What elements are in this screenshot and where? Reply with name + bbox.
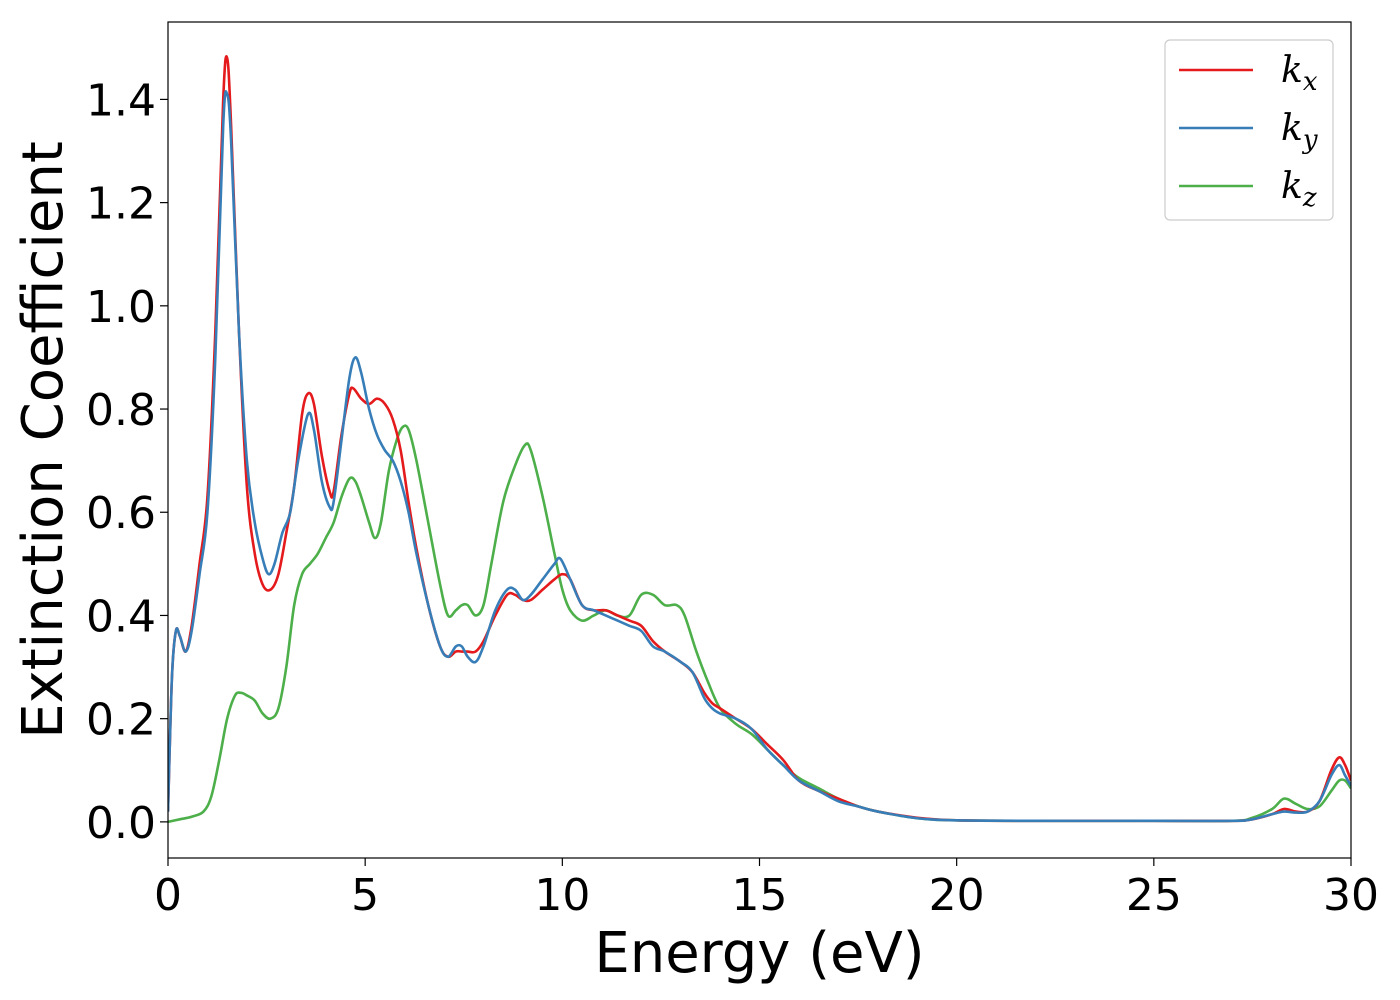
x-tick-label: 20 — [929, 870, 985, 921]
y-tick-label: 0.6 — [86, 488, 156, 539]
x-axis-label: Energy (eV) — [594, 921, 924, 986]
x-tick-label: 30 — [1323, 870, 1379, 921]
y-tick-label: 1.2 — [86, 179, 156, 230]
series-layer — [168, 55, 1351, 824]
y-tick-label: 1.0 — [86, 282, 156, 333]
legend-label: kz — [1281, 166, 1317, 213]
x-tick-label: 15 — [732, 870, 788, 921]
legend-label: kx — [1281, 50, 1318, 97]
y-tick-label: 0.8 — [86, 385, 156, 436]
legend-box — [1164, 39, 1334, 221]
legend: kx ky kz — [1164, 39, 1334, 221]
x-tick-label: 10 — [534, 870, 590, 921]
y-tick-label: 1.4 — [86, 75, 156, 126]
ticks-layer: 0 5 10 15 20 25 30 0.0 0.2 0.4 0.6 0.8 1.0 1.2 1.4 — [86, 75, 1379, 921]
x-tick-label: 5 — [351, 870, 379, 921]
x-tick-label: 0 — [154, 870, 182, 921]
y-tick-label: 0.0 — [86, 798, 156, 849]
series-line-k-y — [168, 90, 1351, 823]
legend-label: ky — [1281, 108, 1318, 155]
x-tick-label: 25 — [1126, 870, 1182, 921]
y-tick-label: 0.4 — [86, 591, 156, 642]
y-axis-label: Extinction Coefficient — [11, 141, 76, 739]
y-tick-label: 0.2 — [86, 695, 156, 746]
